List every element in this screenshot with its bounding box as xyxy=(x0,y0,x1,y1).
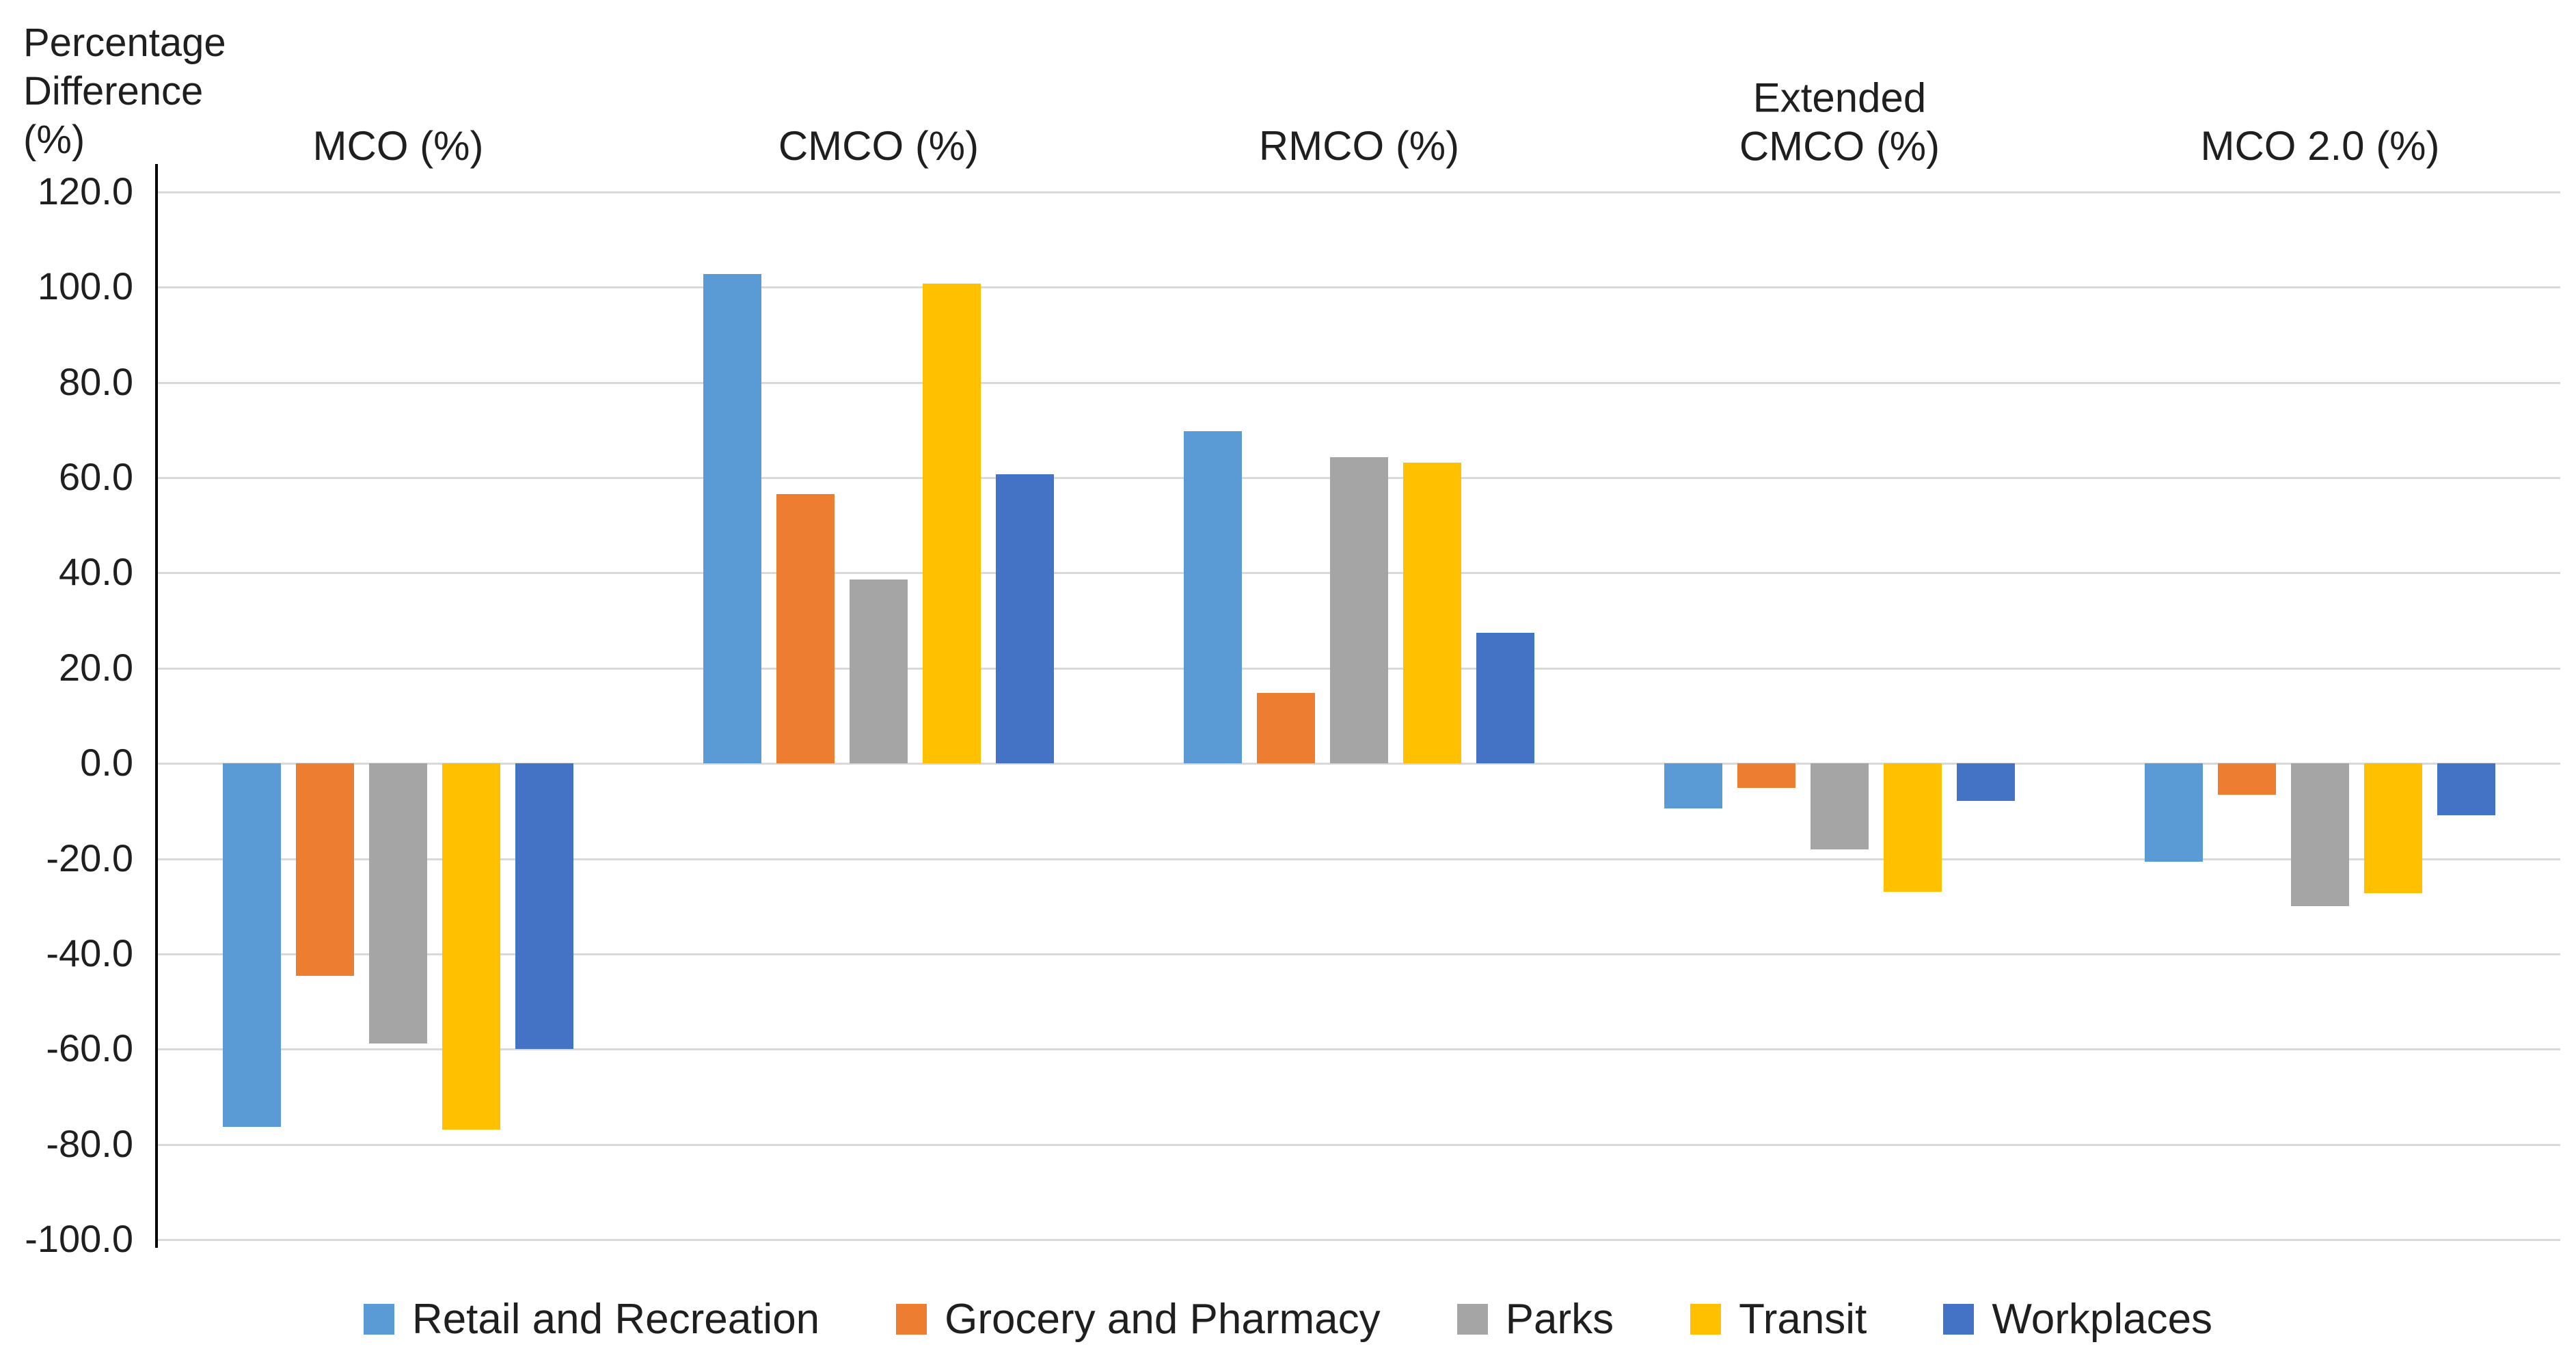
legend-swatch xyxy=(896,1303,927,1335)
bar xyxy=(1664,763,1722,809)
legend-label: Retail and Recreation xyxy=(411,1295,820,1343)
y-gridline xyxy=(158,191,2560,193)
bar xyxy=(1330,457,1388,764)
y-gridline xyxy=(158,858,2560,860)
category-label: MCO (%) xyxy=(312,123,484,169)
bar xyxy=(996,474,1054,764)
y-tick-label: -100.0 xyxy=(25,1217,133,1260)
y-axis-line xyxy=(155,164,158,1248)
y-axis-title: Percentage Difference (%) xyxy=(23,21,226,162)
y-gridline xyxy=(158,1048,2560,1051)
legend-item: Parks xyxy=(1456,1295,1614,1343)
y-tick-label: 60.0 xyxy=(59,455,133,499)
y-gridline xyxy=(158,381,2560,384)
legend-item: Transit xyxy=(1690,1295,1867,1343)
y-tick-label: 0.0 xyxy=(80,741,133,785)
bar xyxy=(2364,763,2422,893)
legend-swatch xyxy=(363,1303,394,1335)
bar xyxy=(223,763,281,1127)
legend-swatch xyxy=(1943,1303,1975,1335)
bar xyxy=(1257,693,1315,764)
bar xyxy=(2145,763,2203,862)
bar xyxy=(442,763,500,1130)
bar xyxy=(1403,462,1461,764)
y-gridline xyxy=(158,1239,2560,1241)
y-gridline xyxy=(158,286,2560,289)
bar xyxy=(2291,763,2349,906)
bar xyxy=(776,493,835,764)
bar xyxy=(1884,763,1942,892)
y-tick-label: -40.0 xyxy=(46,931,133,974)
y-tick-label: -80.0 xyxy=(46,1121,133,1165)
bar xyxy=(703,273,761,764)
legend-label: Transit xyxy=(1739,1295,1867,1343)
y-tick-label: 120.0 xyxy=(37,169,133,213)
bar xyxy=(296,763,354,976)
category-label: RMCO (%) xyxy=(1258,123,1460,169)
bar xyxy=(850,579,908,764)
legend-item: Retail and Recreation xyxy=(363,1295,820,1343)
y-tick-label: -60.0 xyxy=(46,1026,133,1070)
y-tick-label: 40.0 xyxy=(59,550,133,594)
bar xyxy=(1811,763,1869,850)
bar xyxy=(1737,763,1795,788)
bar xyxy=(1476,633,1534,764)
legend-label: Grocery and Pharmacy xyxy=(945,1295,1381,1343)
bar xyxy=(923,284,981,764)
bar xyxy=(2437,763,2495,816)
category-label: Extended CMCO (%) xyxy=(1739,74,1940,169)
bar xyxy=(2218,763,2276,795)
y-tick-label: 20.0 xyxy=(59,645,133,689)
legend-label: Parks xyxy=(1505,1295,1614,1343)
legend-swatch xyxy=(1690,1303,1722,1335)
y-gridline xyxy=(158,763,2560,765)
bar xyxy=(1957,763,2015,801)
y-tick-label: 100.0 xyxy=(37,264,133,308)
bar xyxy=(1184,431,1242,764)
legend-item: Grocery and Pharmacy xyxy=(896,1295,1381,1343)
legend-swatch xyxy=(1456,1303,1488,1335)
category-label: CMCO (%) xyxy=(778,123,979,169)
y-gridline xyxy=(158,1143,2560,1146)
category-label: MCO 2.0 (%) xyxy=(2200,123,2440,169)
legend-item: Workplaces xyxy=(1943,1295,2212,1343)
legend-label: Workplaces xyxy=(1992,1295,2213,1343)
y-gridline xyxy=(158,953,2560,955)
y-tick-label: 80.0 xyxy=(59,359,133,403)
legend: Retail and Recreation Grocery and Pharmac… xyxy=(0,1286,2576,1352)
bar xyxy=(515,763,573,1050)
bar xyxy=(369,763,427,1044)
y-tick-label: -20.0 xyxy=(46,836,133,879)
